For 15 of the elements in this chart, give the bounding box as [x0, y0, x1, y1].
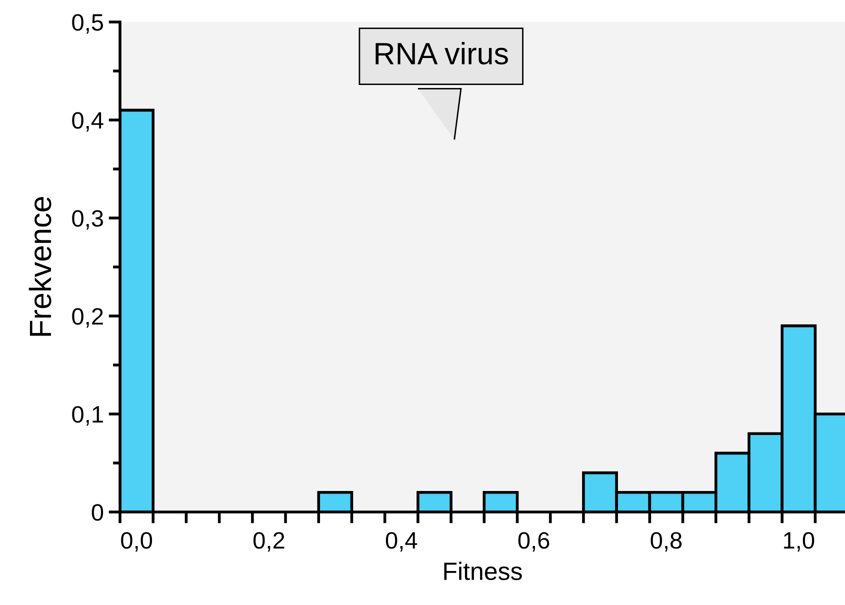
y-axis-title: Frekvence — [28, 197, 52, 336]
x-tick-label: 0,0 — [121, 532, 152, 552]
y-tick-label: 0 — [92, 504, 104, 521]
x-tick-label: 0,8 — [650, 532, 682, 552]
y-tick-label: 0,4 — [72, 112, 104, 132]
y-tick-label: 0,2 — [72, 308, 103, 328]
y-tick-label: 0,3 — [72, 210, 103, 230]
y-tick-label: 0,5 — [72, 14, 104, 34]
x-tick-label: 0,6 — [518, 532, 550, 552]
x-axis-title: Fitness — [444, 562, 522, 580]
y-tick-label: 0,1 — [72, 406, 103, 426]
x-tick-label: 1,0 — [784, 532, 814, 552]
x-tick-label: 0,2 — [253, 532, 284, 552]
x-tick-label: 0,4 — [386, 532, 418, 552]
annotation: RNA virus — [376, 42, 508, 64]
